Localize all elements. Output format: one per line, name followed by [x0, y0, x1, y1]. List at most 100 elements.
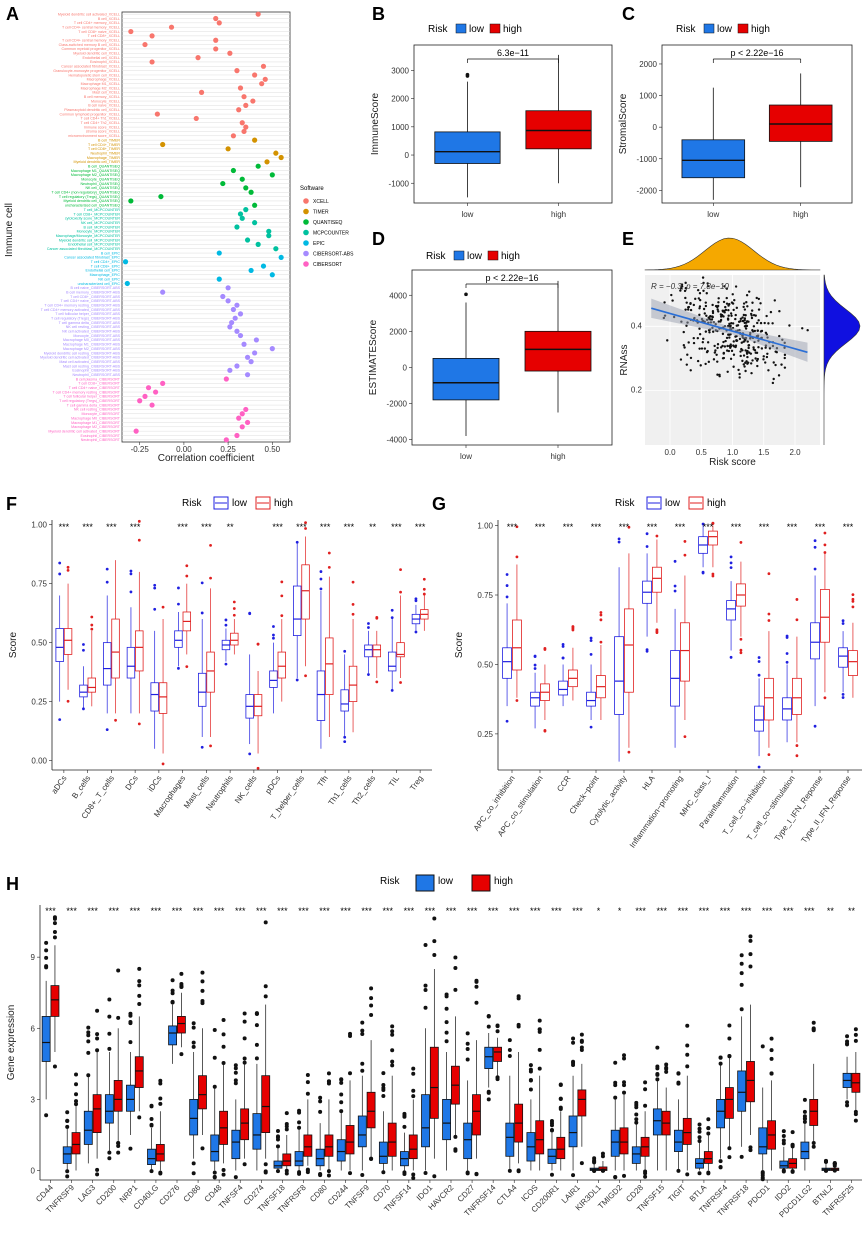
panel-h-significance: ***	[657, 906, 668, 916]
panel-h-outlier	[495, 1077, 500, 1082]
panel-f-box	[55, 628, 64, 662]
panel-b-ytick-label: -1000	[389, 179, 410, 188]
panel-b-ytick-label: 0	[405, 151, 410, 160]
panel-h-outlier	[360, 1172, 365, 1177]
panel-f-xtick-label: aDCs	[50, 774, 69, 796]
panel-h-outlier	[811, 1027, 816, 1032]
panel-g-outlier	[785, 634, 789, 638]
panel-h-outlier	[137, 993, 142, 998]
panel-f-outlier	[185, 564, 189, 568]
panel-h-outlier	[845, 1100, 850, 1105]
panel-h-significance: ***	[635, 906, 646, 916]
panel-h-outlier	[432, 1174, 437, 1179]
panel-c-legend-swatch	[737, 23, 749, 34]
panel-g-outlier	[841, 692, 845, 696]
panel-a-point	[225, 298, 231, 304]
panel-b-outlier	[465, 72, 470, 77]
panel-g-outlier	[683, 540, 687, 543]
panel-a-xtick-label: 0.25	[220, 445, 236, 454]
panel-a-point	[223, 437, 229, 443]
panel-a-point	[264, 159, 270, 165]
panel-e-point	[701, 340, 704, 344]
panel-f-ytick-label: 0.25	[31, 698, 47, 707]
panel-h-outlier	[107, 1150, 112, 1155]
panel-g-box	[680, 622, 690, 682]
panel-f-box	[135, 630, 144, 672]
panel-a-point	[149, 402, 155, 408]
panel-b-ylabel: ImmuneScore	[370, 92, 381, 155]
panel-e-point	[767, 369, 770, 372]
panel-e: E 0.0 0.5 1.0 1.5 2.0 0.2 0.4 R = −0.3, p = 7.8…	[619, 229, 861, 468]
panel-a-point	[225, 285, 231, 291]
panel-f-outlier	[343, 649, 347, 653]
panel-h-outlier	[760, 1044, 765, 1049]
panel-e-point	[745, 294, 749, 297]
panel-a-legend-swatch	[303, 208, 309, 215]
panel-h-outlier	[432, 939, 437, 944]
panel-e-point	[683, 289, 687, 293]
panel-h-outlier	[823, 1168, 828, 1173]
panel-a-row-label: Myeloid dendritic cell_MCPCOUNTER	[59, 238, 121, 242]
panel-h-outlier	[634, 1117, 639, 1122]
panel-h-outlier	[853, 1038, 858, 1043]
panel-g-box	[614, 636, 624, 715]
panel-h-outlier	[390, 1032, 395, 1037]
panel-a-row-label: Class-switched memory B cell_XCELL	[59, 43, 120, 47]
panel-h-plot-area	[40, 905, 862, 1180]
panel-e-point	[788, 324, 791, 327]
panel-h-ytick-label: 0	[31, 1167, 36, 1176]
panel-f-outlier	[256, 766, 260, 770]
panel-e-point	[686, 353, 689, 356]
panel-f-outlier	[224, 618, 228, 622]
panel-d: D -4000 -2000 0 2000 4000 ESTIMATEScore low hig…	[368, 229, 613, 461]
panel-f-outlier	[137, 538, 141, 542]
panel-f-box	[126, 646, 136, 679]
panel-e-point	[748, 290, 751, 293]
panel-f-box	[87, 677, 97, 693]
panel-e-point	[738, 372, 741, 376]
panel-h-box	[505, 1122, 515, 1157]
panel-a-point	[234, 363, 240, 369]
panel-a-row-label: Monocyte_QUANTISEQ	[81, 178, 120, 182]
panel-h-ytick-label: 6	[31, 1024, 36, 1033]
panel-f-outlier	[351, 602, 355, 606]
panel-e-point	[717, 297, 720, 300]
panel-h-outlier	[74, 1102, 79, 1107]
panel-a-row-label: Monocyte_MCPCOUNTER	[77, 230, 121, 234]
panel-f-box	[387, 651, 397, 672]
panel-h-outlier	[685, 1043, 690, 1048]
panel-h-box	[168, 1025, 177, 1046]
panel-g-significance: ***	[787, 522, 798, 532]
panel-e-point	[743, 317, 747, 320]
panel-e-point	[747, 344, 750, 347]
panel-h-significance: ***	[699, 906, 710, 916]
panel-f-box	[340, 689, 349, 712]
panel-h-box	[652, 1108, 662, 1136]
panel-h-box	[484, 1046, 494, 1069]
panel-e-point	[744, 327, 748, 330]
panel-h-outlier	[158, 1096, 163, 1101]
panel-h-outlier	[507, 1053, 512, 1058]
panel-h-outlier	[643, 1087, 648, 1092]
panel-f-outlier	[137, 722, 141, 726]
panel-a-point	[142, 393, 148, 399]
panel-g-outlier	[515, 555, 519, 559]
panel-h-outlier	[191, 1021, 196, 1026]
panel-h-outlier	[465, 1031, 470, 1036]
panel-e-point	[723, 345, 727, 348]
panel-e-point	[801, 327, 804, 330]
panel-h-box	[240, 1108, 250, 1141]
panel-g-outlier	[599, 611, 603, 614]
panel-e-xtick-label: 1.0	[727, 448, 739, 457]
panel-a-row-label: Monocyte_XCELL	[91, 99, 120, 103]
panel-h-outlier	[558, 1097, 563, 1102]
panel-h-box	[231, 1129, 241, 1160]
panel-f-box	[364, 644, 373, 658]
panel-a-point	[269, 172, 275, 178]
panel-e-point	[783, 353, 787, 357]
panel-h-outlier	[727, 1023, 732, 1028]
panel-a-row-label: Mast cell activated_CIBERSORT-ABS	[59, 360, 120, 364]
panel-h-outlier	[432, 916, 437, 921]
panel-h-outlier	[748, 952, 753, 957]
panel-a-row-label: T cell CD4+ (non-regulatory)_QUANTISEQ	[51, 191, 120, 195]
